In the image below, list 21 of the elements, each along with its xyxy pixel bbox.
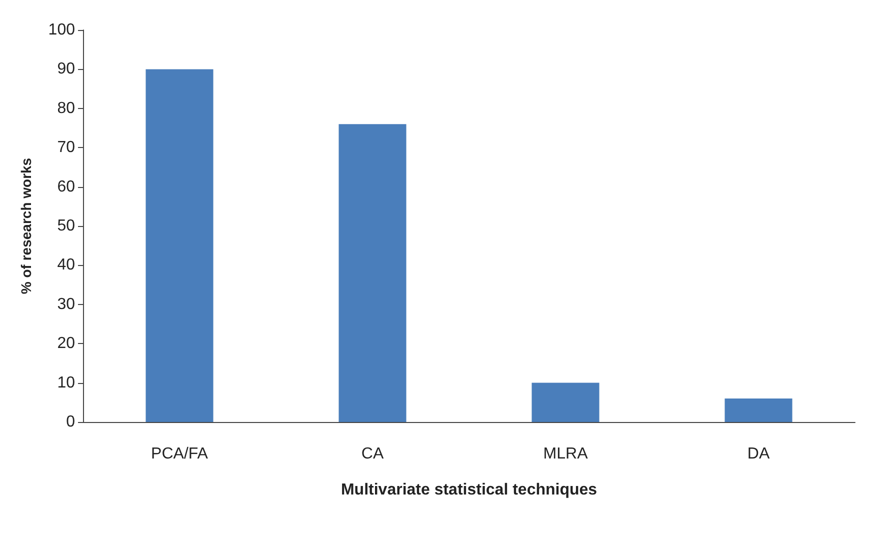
y-tick-label: 60 — [57, 178, 76, 196]
bar — [724, 398, 792, 422]
y-tick-label: 40 — [57, 256, 76, 274]
bar — [338, 124, 406, 422]
y-tick-label: 100 — [48, 22, 76, 38]
y-tick-label: 10 — [57, 374, 76, 392]
y-tick-label: 90 — [57, 60, 76, 78]
y-tick-label: 70 — [57, 139, 76, 156]
x-tick-label: PCA/FA — [151, 446, 208, 462]
x-axis-title: Multivariate statistical techniques — [340, 482, 598, 498]
y-tick-label: 0 — [66, 414, 76, 430]
y-tick-label: 80 — [57, 100, 76, 117]
y-tick-label: 30 — [57, 296, 76, 313]
y-tick-label: 20 — [57, 335, 76, 352]
bar — [532, 382, 600, 422]
y-tick-label: 50 — [57, 218, 76, 234]
x-tick-label: MLRA — [543, 446, 588, 462]
x-tick-label: DA — [747, 446, 770, 462]
x-tick-label: CA — [361, 446, 384, 462]
y-axis-title: % of research works — [18, 158, 34, 294]
bar — [146, 69, 214, 422]
